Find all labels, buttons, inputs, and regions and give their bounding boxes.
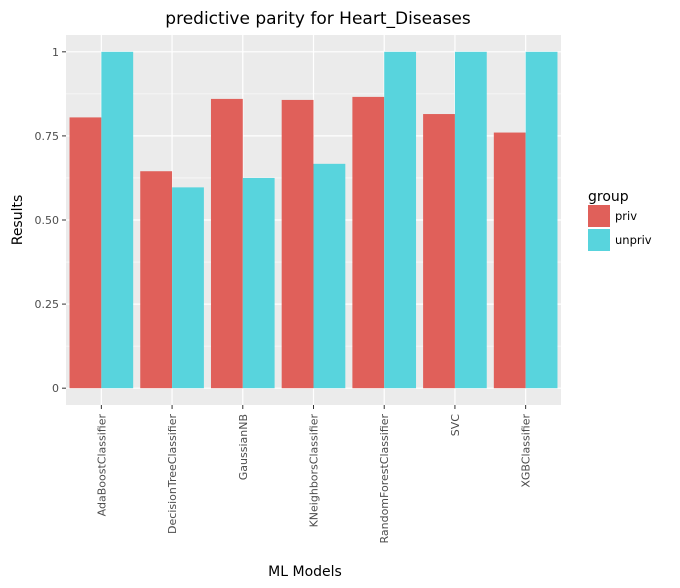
- y-axis-title: Results: [10, 195, 26, 246]
- y-tick-label: 0.50: [35, 214, 60, 227]
- legend: group priv unpriv: [588, 189, 652, 251]
- legend-label-unpriv: unpriv: [615, 233, 652, 247]
- legend-title: group: [588, 189, 629, 205]
- y-tick-label: 0: [52, 382, 59, 395]
- chart-title: predictive parity for Heart_Diseases: [165, 9, 471, 29]
- bar-unpriv-GaussianNB: [242, 177, 275, 389]
- bars: [69, 51, 558, 389]
- x-axis: AdaBoostClassifier DecisionTreeClassifier…: [95, 405, 533, 544]
- legend-key-unpriv: [588, 229, 610, 251]
- y-tick-label: 1: [52, 46, 59, 59]
- bar-unpriv-DecisionTreeClassifier: [172, 187, 204, 389]
- bar-priv-SVC: [423, 114, 455, 389]
- x-tick-label: RandomForestClassifier: [378, 414, 391, 544]
- bar-unpriv-XGBClassifier: [525, 51, 558, 389]
- x-tick-label: DecisionTreeClassifier: [166, 414, 179, 534]
- legend-label-priv: priv: [615, 209, 637, 223]
- y-axis: 0 0.25 0.50 0.75 1: [35, 46, 66, 395]
- bar-priv-GaussianNB: [210, 98, 243, 389]
- bar-unpriv-AdaBoostClassifier: [101, 51, 134, 389]
- legend-key-priv: [588, 205, 610, 227]
- x-tick-label: AdaBoostClassifier: [95, 414, 108, 517]
- bar-priv-RandomForestClassifier: [352, 96, 385, 389]
- x-tick-label: KNeighborsClassifier: [308, 414, 321, 528]
- x-axis-title: ML Models: [268, 564, 342, 580]
- bar-priv-KNeighborsClassifier: [281, 99, 314, 389]
- x-tick-label: SVC: [449, 414, 462, 437]
- x-tick-label: GaussianNB: [237, 414, 250, 480]
- y-tick-label: 0.75: [35, 130, 60, 143]
- bar-priv-XGBClassifier: [493, 132, 526, 389]
- x-tick-label: XGBClassifier: [520, 414, 533, 488]
- y-tick-label: 0.25: [35, 298, 60, 311]
- bar-unpriv-KNeighborsClassifier: [313, 163, 346, 389]
- bar-priv-AdaBoostClassifier: [69, 117, 102, 389]
- bar-unpriv-SVC: [454, 51, 487, 389]
- bar-unpriv-RandomForestClassifier: [384, 51, 417, 389]
- bar-priv-DecisionTreeClassifier: [140, 171, 173, 389]
